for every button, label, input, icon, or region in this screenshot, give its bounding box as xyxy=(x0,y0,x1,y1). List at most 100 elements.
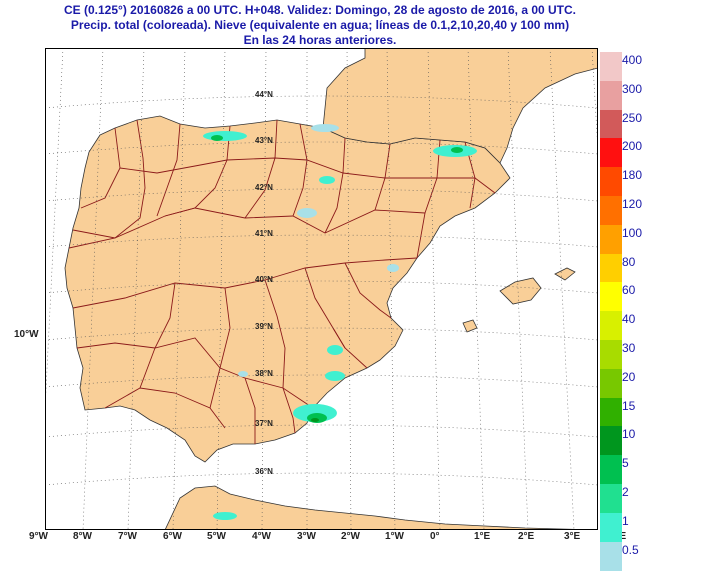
colorbar-label: 120 xyxy=(622,197,643,211)
lon-label: 5°W xyxy=(207,531,226,542)
precip-patch-north-core xyxy=(211,135,223,141)
meridian-line xyxy=(45,48,64,416)
parallel-line xyxy=(45,141,598,155)
lat-label: 37°N xyxy=(255,419,273,428)
colorbar-label: 250 xyxy=(622,110,643,125)
colorbar-label: 0.5 xyxy=(622,542,639,557)
colorbar-swatch xyxy=(600,397,622,427)
precip-patch-pyr-e-core xyxy=(451,147,463,153)
colorbar-swatch xyxy=(600,426,622,456)
meridian-line xyxy=(427,48,441,530)
colorbar-swatch xyxy=(600,311,622,341)
lon-label: 9°W xyxy=(29,531,48,542)
precip-patch-pyr-w xyxy=(311,124,339,132)
meridian-line xyxy=(82,48,104,530)
colorbar-swatch xyxy=(600,484,622,513)
colorbar-swatch xyxy=(600,512,622,542)
parallel-line xyxy=(45,280,598,294)
precip-patch-cordoba xyxy=(238,371,248,377)
colorbar-label: 2 xyxy=(622,485,629,499)
colorbar-swatch xyxy=(600,541,622,571)
parallel-line xyxy=(45,234,598,248)
lon-label: 2°W xyxy=(341,531,360,542)
colorbar-swatch xyxy=(600,52,622,81)
colorbar-label: 100 xyxy=(622,225,643,240)
colorbar-label: 5 xyxy=(622,456,629,471)
colorbar-label: 300 xyxy=(622,81,643,96)
precip-patch-africa xyxy=(213,512,237,520)
meridian-line xyxy=(127,48,145,530)
lat-label: 42°N xyxy=(255,183,273,192)
precipitation-map: 44°N 43°N 42°N 41°N 40°N 39°N 38°N 37°N 36°N xyxy=(45,48,598,530)
parallel-line xyxy=(45,95,598,109)
colorbar-label: 400 xyxy=(622,53,643,67)
colorbar-label: 200 xyxy=(622,139,643,154)
header-line-2: Precip. total (coloreada). Nieve (equiva… xyxy=(70,18,570,32)
province-borders xyxy=(68,119,496,444)
parallel-line xyxy=(45,327,598,341)
precip-patch-burgos xyxy=(319,176,335,184)
meridian-line xyxy=(507,48,529,530)
colorbar-swatch xyxy=(600,253,622,283)
colorbar-label: 1 xyxy=(622,513,629,528)
lon-label: 3°E xyxy=(564,531,581,542)
colorbar-swatch xyxy=(600,80,622,110)
precip-patch-granada-peak xyxy=(311,418,319,422)
precip-patch-albacete xyxy=(327,345,343,355)
meridian-line xyxy=(216,48,226,530)
colorbar-swatch xyxy=(600,109,622,139)
lon-label: 4°W xyxy=(252,531,271,542)
colorbar-swatch xyxy=(600,196,622,225)
lat-label: 44°N xyxy=(255,90,273,99)
header-line-1: CE (0.125°) 20160826 a 00 UTC. H+048. Va… xyxy=(63,3,576,17)
colorbar-swatch xyxy=(600,340,622,369)
meridian-line xyxy=(261,48,267,530)
lat-label: 40°N xyxy=(255,275,273,284)
precip-patches xyxy=(203,124,477,520)
colorbar-label: 60 xyxy=(622,283,636,298)
lon-label: 1°E xyxy=(474,531,491,542)
lon-label: 1°W xyxy=(385,531,404,542)
lon-label: 8°W xyxy=(73,531,92,542)
meridian-line xyxy=(346,48,352,530)
west-longitude-label: 10°W xyxy=(14,329,39,340)
map-frame xyxy=(45,48,598,530)
colorbar-label: 20 xyxy=(622,369,636,384)
colorbar-label: 30 xyxy=(622,341,636,355)
france-land xyxy=(322,48,598,164)
lat-label: 39°N xyxy=(255,322,273,331)
meridian-line xyxy=(172,48,186,530)
parallel-line xyxy=(45,374,598,388)
precip-patch-north xyxy=(203,131,247,141)
menorca-island xyxy=(554,267,576,281)
colorbar-swatch xyxy=(600,282,622,312)
precip-patch-soria xyxy=(297,208,317,218)
colorbar-label: 80 xyxy=(622,254,636,269)
colorbar-swatch xyxy=(600,368,622,398)
lon-label: 0° xyxy=(430,531,440,542)
mallorca-island xyxy=(499,277,542,305)
parallel-line xyxy=(45,188,598,202)
graticule xyxy=(45,48,598,530)
parallel-line xyxy=(45,424,598,438)
colorbar-label: 40 xyxy=(622,312,636,327)
colorbar-swatch xyxy=(600,455,622,485)
precip-patch-teruel xyxy=(387,264,399,272)
meridian-line xyxy=(591,48,598,157)
lon-label: 3°W xyxy=(297,531,316,542)
lon-label: 7°W xyxy=(118,531,137,542)
meridian-line xyxy=(467,48,485,530)
lat-label: 36°N xyxy=(255,467,273,476)
colorbar-label: 180 xyxy=(622,168,643,183)
colorbar-swatch xyxy=(600,167,622,197)
lat-label: 38°N xyxy=(255,369,273,378)
parallel-line xyxy=(45,472,598,486)
lon-label: 2°E xyxy=(518,531,535,542)
precip-patch-murcia-n xyxy=(325,371,345,381)
colorbar-label: 10 xyxy=(622,427,636,442)
colorbar-swatch xyxy=(600,138,622,168)
lon-label: 6°W xyxy=(163,531,182,542)
meridian-line xyxy=(386,48,396,530)
lat-label: 41°N xyxy=(255,229,273,238)
africa-land xyxy=(164,485,598,530)
